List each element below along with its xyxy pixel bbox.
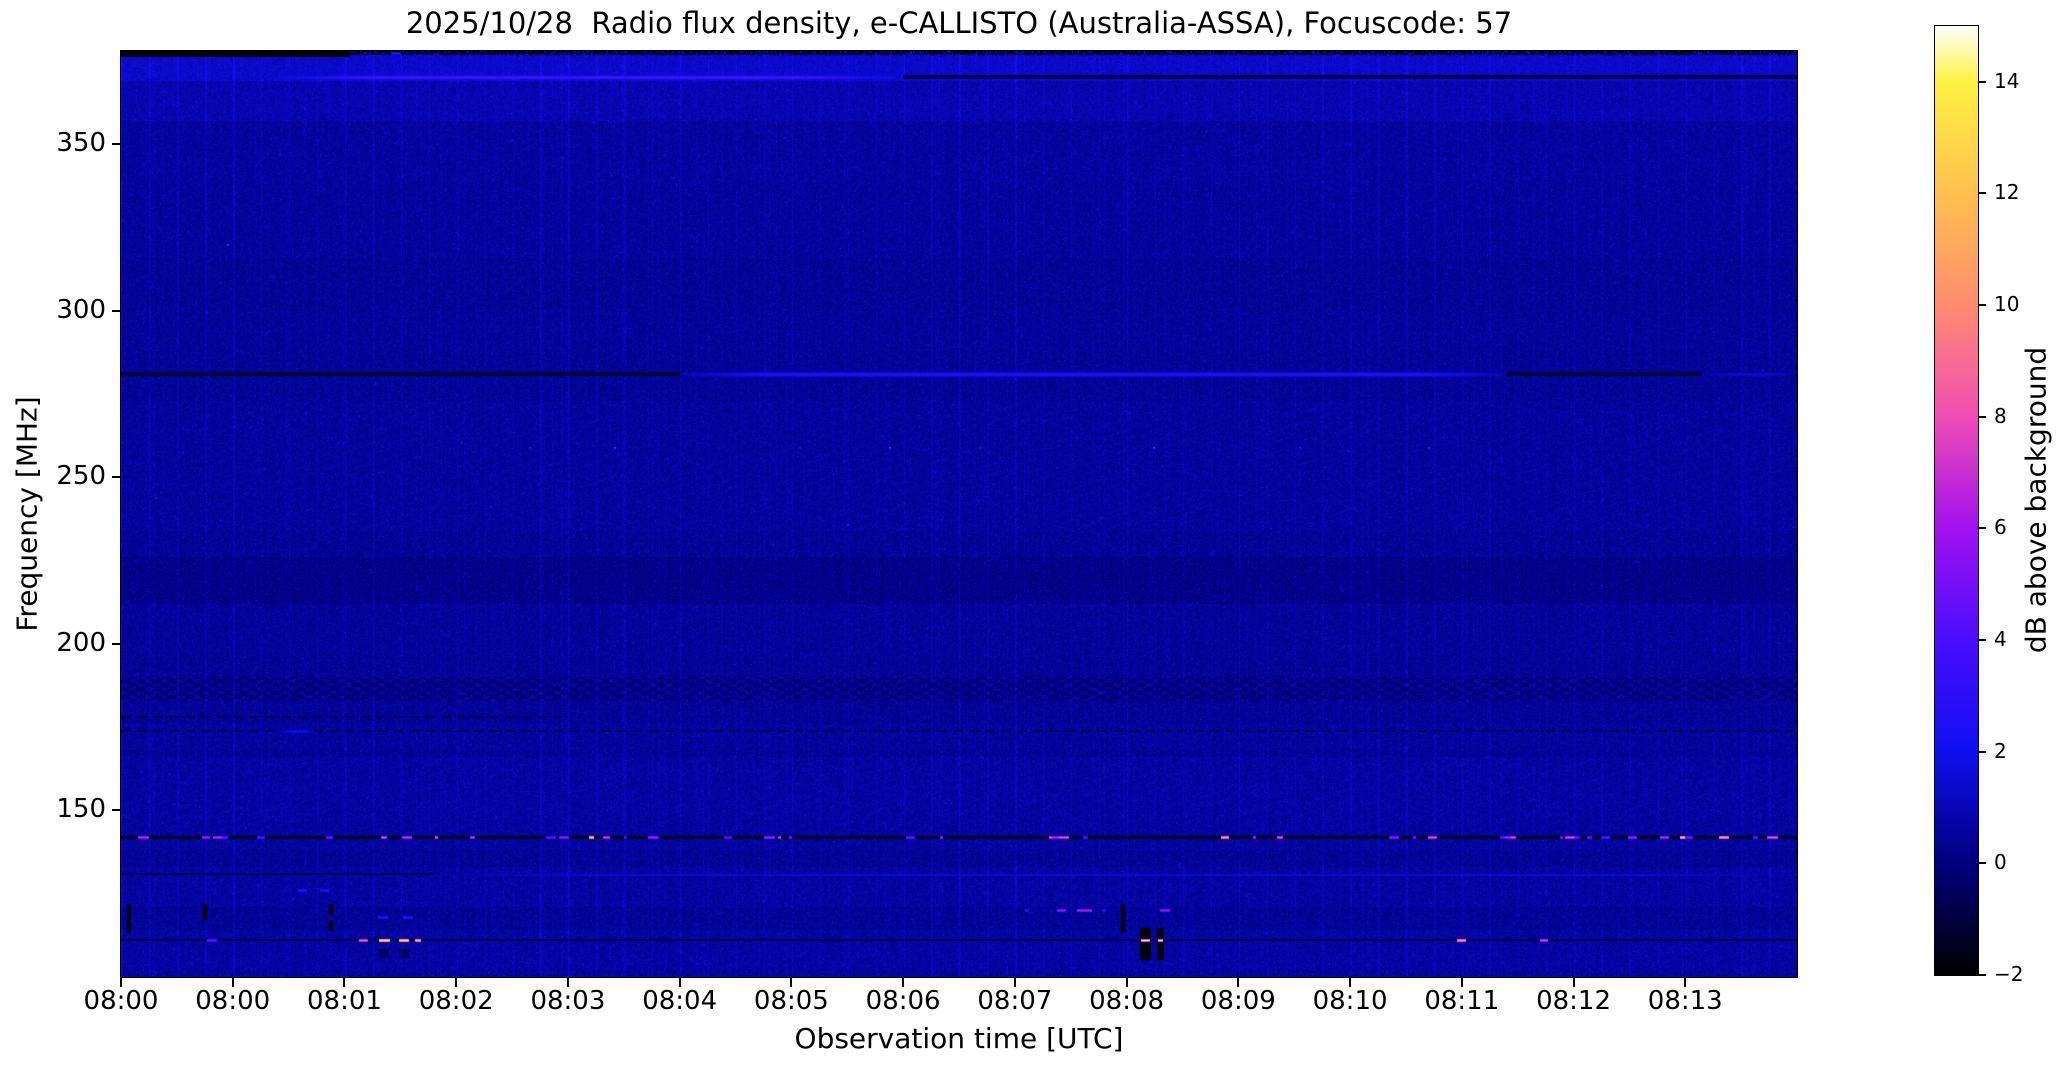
x-tick bbox=[343, 978, 346, 987]
x-tick bbox=[790, 978, 793, 987]
colorbar-tick-label: 2 bbox=[1994, 738, 2007, 763]
chart-title: 2025/10/28 Radio flux density, e-CALLIST… bbox=[405, 6, 1513, 40]
colorbar-tick-label: 14 bbox=[1994, 68, 2020, 93]
x-tick-label: 08:06 bbox=[865, 986, 941, 1016]
y-tick-label: 350 bbox=[56, 128, 106, 159]
x-tick bbox=[1684, 978, 1687, 987]
colorbar-tick-label: 10 bbox=[1994, 292, 2020, 317]
colorbar-tick-label: −2 bbox=[1994, 962, 2024, 986]
x-tick bbox=[1349, 978, 1352, 987]
colorbar-tick bbox=[1978, 639, 1986, 642]
colorbar-label: dB above background bbox=[2019, 346, 2053, 654]
x-tick bbox=[902, 978, 905, 987]
x-tick-label: 08:07 bbox=[977, 986, 1053, 1016]
x-tick-label: 08:08 bbox=[1089, 986, 1165, 1016]
y-tick bbox=[112, 642, 121, 645]
x-tick bbox=[1013, 978, 1016, 987]
colorbar-tick bbox=[1978, 862, 1986, 865]
x-tick-label: 08:03 bbox=[530, 986, 606, 1016]
y-tick-label: 150 bbox=[56, 794, 106, 825]
x-tick-label: 08:11 bbox=[1424, 986, 1500, 1016]
x-tick-label: 08:10 bbox=[1312, 986, 1388, 1016]
x-tick-label: 08:12 bbox=[1536, 986, 1611, 1016]
x-tick-label: 08:00 bbox=[195, 986, 271, 1016]
colorbar-tick bbox=[1978, 750, 1986, 753]
x-tick bbox=[455, 978, 458, 987]
y-tick bbox=[112, 143, 121, 146]
colorbar-tick bbox=[1978, 974, 1986, 976]
x-tick bbox=[1125, 978, 1128, 987]
y-tick-label: 300 bbox=[56, 294, 106, 325]
x-axis-label: Observation time [UTC] bbox=[794, 1022, 1124, 1055]
colorbar-tick-label: 8 bbox=[1994, 403, 2007, 428]
x-tick bbox=[1460, 978, 1463, 987]
colorbar-tick-label: 6 bbox=[1994, 515, 2007, 540]
colorbar-tick bbox=[1978, 192, 1986, 195]
colorbar-tick-label: 0 bbox=[1994, 850, 2007, 875]
x-tick bbox=[1572, 978, 1575, 987]
y-tick bbox=[112, 476, 121, 479]
x-tick bbox=[1237, 978, 1240, 987]
x-tick-label: 08:01 bbox=[306, 986, 382, 1016]
y-tick-label: 250 bbox=[56, 461, 106, 492]
x-tick-label: 08:09 bbox=[1200, 986, 1276, 1016]
colorbar-tick bbox=[1978, 304, 1986, 307]
x-tick bbox=[566, 978, 569, 987]
y-tick bbox=[112, 309, 121, 312]
x-tick bbox=[678, 978, 681, 987]
y-tick bbox=[112, 809, 121, 812]
y-tick-label: 200 bbox=[56, 627, 106, 658]
colorbar-gradient bbox=[1935, 26, 1978, 975]
colorbar-tick bbox=[1978, 415, 1986, 418]
spectrogram-canvas bbox=[121, 51, 1797, 977]
x-tick bbox=[231, 978, 234, 987]
x-tick-label: 08:04 bbox=[642, 986, 718, 1016]
colorbar-tick bbox=[1978, 80, 1986, 83]
colorbar-tick-label: 4 bbox=[1994, 627, 2007, 652]
colorbar-tick bbox=[1978, 527, 1986, 530]
y-axis-label: Frequency [MHz] bbox=[10, 396, 44, 632]
x-tick-label: 08:05 bbox=[753, 986, 829, 1016]
x-tick bbox=[120, 978, 122, 987]
colorbar-tick-label: 12 bbox=[1994, 180, 2020, 205]
x-tick-label: 08:00 bbox=[83, 986, 159, 1016]
x-tick-label: 08:13 bbox=[1647, 986, 1723, 1016]
x-tick-label: 08:02 bbox=[418, 986, 494, 1016]
